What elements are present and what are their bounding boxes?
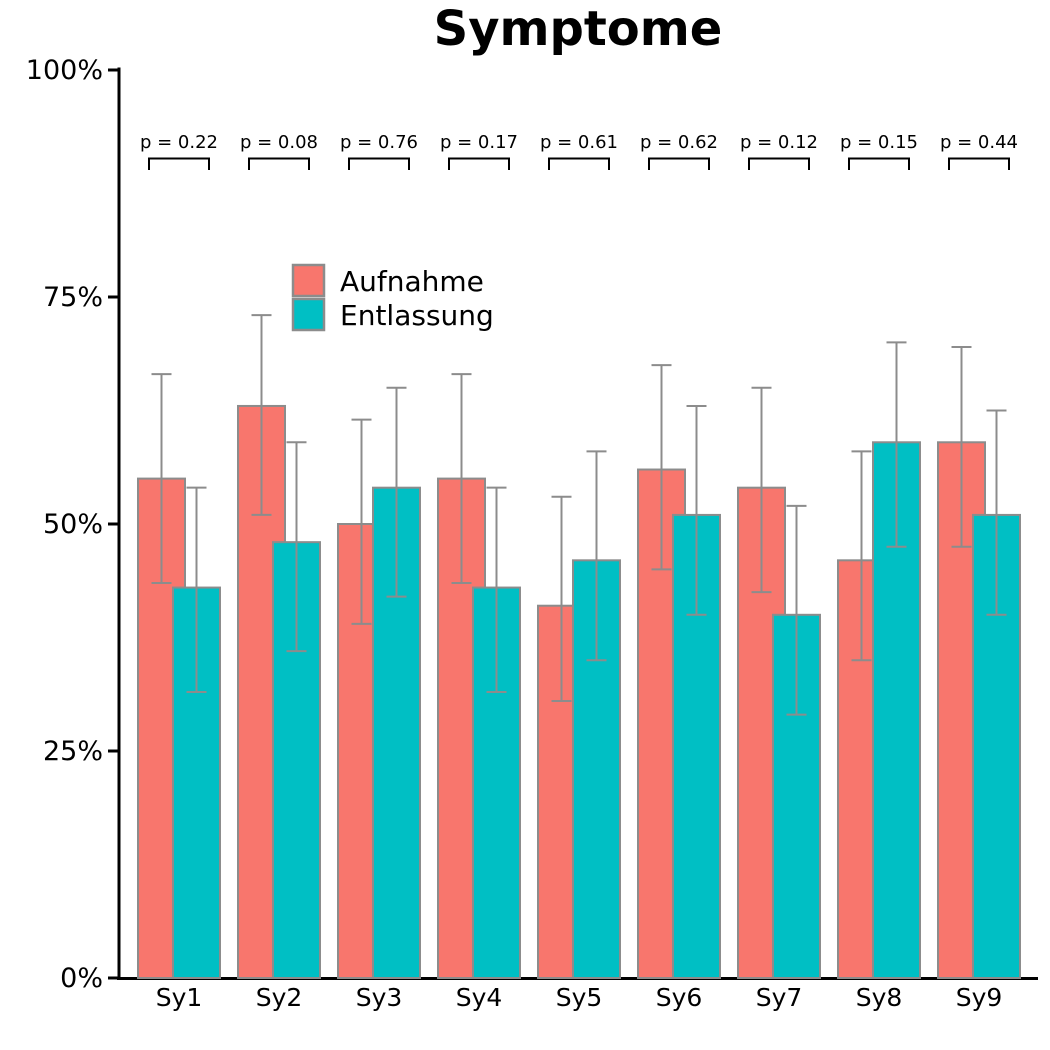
y-tick-label: 50% xyxy=(43,509,103,540)
p-value-label-sy8: p = 0.15 xyxy=(840,132,918,153)
error-bar-aufnahme-sy5 xyxy=(551,495,572,703)
error-bar-entlassung-sy4 xyxy=(486,486,507,693)
error-bar-entlassung-sy1 xyxy=(186,486,207,693)
p-value-label-sy9: p = 0.44 xyxy=(940,132,1018,153)
p-bracket-sy1 xyxy=(148,157,210,170)
y-tick-label: 75% xyxy=(43,282,103,313)
p-bracket-sy6 xyxy=(648,157,710,170)
error-bar-entlassung-sy8 xyxy=(886,341,907,548)
x-tick-label-sy4: Sy4 xyxy=(456,983,503,1012)
plot-area: 0% 25% 50% 75% 100% p = 0.22 Sy1 p = 0.08 Sy2 p =… xyxy=(26,55,1038,1012)
error-bar-entlassung-sy7 xyxy=(786,504,807,716)
error-bar-aufnahme-sy9 xyxy=(951,345,972,548)
error-bar-aufnahme-sy8 xyxy=(851,450,872,662)
x-tick-label-sy7: Sy7 xyxy=(756,983,803,1012)
error-bar-entlassung-sy3 xyxy=(386,386,407,598)
y-tick-label: 25% xyxy=(43,736,103,767)
p-value-label-sy7: p = 0.12 xyxy=(740,132,818,153)
error-bar-aufnahme-sy4 xyxy=(451,373,472,585)
error-bar-entlassung-sy6 xyxy=(686,404,707,616)
y-tick-label: 0% xyxy=(60,963,103,994)
p-value-label-sy4: p = 0.17 xyxy=(440,132,518,153)
legend-label-entlassung: Entlassung xyxy=(340,299,494,332)
x-tick-label-sy9: Sy9 xyxy=(956,983,1003,1012)
x-tick-label-sy5: Sy5 xyxy=(556,983,603,1012)
error-bar-aufnahme-sy7 xyxy=(751,386,772,594)
x-tick-label-sy3: Sy3 xyxy=(356,983,403,1012)
p-value-label-sy2: p = 0.08 xyxy=(240,132,318,153)
p-value-label-sy5: p = 0.61 xyxy=(540,132,618,153)
error-bar-aufnahme-sy3 xyxy=(351,418,372,625)
legend-label-aufnahme: Aufnahme xyxy=(340,265,484,298)
error-bar-entlassung-sy9 xyxy=(986,409,1007,616)
x-tick-label-sy2: Sy2 xyxy=(256,983,303,1012)
legend-swatch-aufnahme xyxy=(291,263,326,298)
p-bracket-sy4 xyxy=(448,157,510,170)
x-tick-label-sy6: Sy6 xyxy=(656,983,703,1012)
x-tick-label-sy1: Sy1 xyxy=(156,983,203,1012)
error-bar-entlassung-sy2 xyxy=(286,441,307,653)
error-bar-aufnahme-sy6 xyxy=(651,364,672,571)
p-value-label-sy6: p = 0.62 xyxy=(640,132,718,153)
p-bracket-sy9 xyxy=(948,157,1010,170)
p-bracket-sy5 xyxy=(548,157,610,170)
p-bracket-sy7 xyxy=(748,157,810,170)
p-bracket-sy3 xyxy=(348,157,410,170)
y-tick-label: 100% xyxy=(26,55,103,86)
p-bracket-sy2 xyxy=(248,157,310,170)
p-value-label-sy3: p = 0.76 xyxy=(340,132,418,153)
error-bar-aufnahme-sy1 xyxy=(151,373,172,585)
legend-swatch-entlassung xyxy=(291,297,326,332)
p-value-label-sy1: p = 0.22 xyxy=(140,132,218,153)
p-bracket-sy8 xyxy=(848,157,910,170)
error-bar-aufnahme-sy2 xyxy=(251,314,272,516)
x-tick-label-sy8: Sy8 xyxy=(856,983,903,1012)
chart-title: Symptome xyxy=(434,1,723,57)
error-bar-entlassung-sy5 xyxy=(586,450,607,662)
